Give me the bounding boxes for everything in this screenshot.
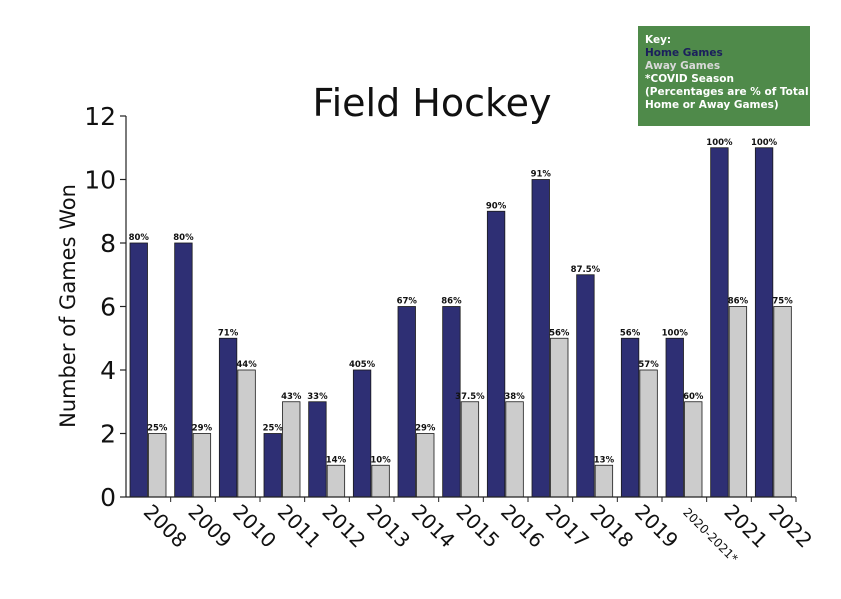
bar-home-games-2009: [174, 242, 193, 498]
bar-away-games-2020-2021-: [684, 401, 703, 498]
x-tick-label: 2012: [317, 500, 370, 553]
legend-key: Key: Home Games Away Games *COVID Season…: [638, 26, 810, 126]
x-tick-label: 2016: [496, 500, 549, 553]
x-axis: 2008200920102011201220132014201520162017…: [139, 497, 817, 566]
x-tick-label: 2017: [541, 500, 594, 553]
bar-home-games-2016: [486, 210, 506, 498]
bar-away-games-2011: [282, 401, 301, 498]
bar-away-games-2017: [550, 337, 569, 498]
y-tick-label: 2: [100, 420, 116, 449]
data-label-away-games: 25%: [147, 424, 168, 434]
bar-home-games-2008: [129, 242, 148, 498]
data-label-home-games: 67%: [397, 297, 418, 307]
data-label-home-games: 405%: [349, 360, 376, 370]
y-tick-label: 8: [100, 229, 116, 258]
bar-home-games-2015: [442, 306, 461, 498]
legend-covid-note: *COVID Season: [645, 73, 734, 85]
bar-home-games-2021: [710, 147, 729, 498]
legend-percentage-note-2: Home or Away Games): [645, 99, 779, 111]
data-label-home-games: 71%: [218, 328, 239, 338]
y-axis-label: Number of Games Won: [56, 184, 80, 428]
data-label-home-games: 100%: [706, 138, 733, 148]
y-tick-label: 0: [100, 483, 116, 512]
x-tick-label: 2009: [183, 500, 236, 553]
x-tick-label: 2010: [228, 500, 281, 553]
y-axis: 0 2 4 6 8 10 12: [84, 102, 126, 512]
data-label-away-games: 43%: [281, 392, 302, 402]
legend-home-games: Home Games: [645, 47, 723, 59]
data-label-home-games: 100%: [751, 138, 778, 148]
data-label-home-games: 86%: [441, 297, 462, 307]
data-label-away-games: 14%: [326, 455, 347, 465]
bar-away-games-2013: [371, 464, 390, 498]
data-label-away-games: 60%: [683, 392, 704, 402]
data-label-away-games: 10%: [370, 455, 391, 465]
x-tick-label: 2014: [407, 500, 460, 553]
y-tick-label: 4: [100, 356, 116, 385]
bar-home-games-2012: [308, 401, 327, 498]
bar-home-games-2013: [352, 369, 372, 498]
legend-percentage-note: (Percentages are % of Total: [645, 86, 809, 98]
bar-away-games-2018: [594, 464, 614, 498]
bar-away-games-2015: [460, 401, 480, 498]
bar-home-games-2010: [218, 337, 238, 498]
x-tick-label: 2015: [451, 500, 504, 553]
bar-away-games-2014: [416, 433, 435, 498]
data-label-away-games: 29%: [415, 424, 436, 434]
x-tick-label: 2022: [764, 500, 817, 553]
data-label-away-games: 29%: [192, 424, 213, 434]
bar-home-games-2019: [620, 337, 640, 498]
data-label-home-games: 100%: [662, 328, 689, 338]
x-tick-label: 2008: [139, 500, 192, 553]
bars: 80% 25% 80% 29% 71% 44% 25% 43% 33% 14% 405% 10% 67%…: [129, 138, 793, 498]
data-label-home-games: 80%: [129, 233, 150, 243]
bar-away-games-2008: [148, 433, 167, 498]
data-label-away-games: 37.5%: [455, 392, 485, 402]
x-tick-label: 2019: [630, 500, 683, 553]
data-label-home-games: 90%: [486, 201, 507, 211]
x-tick-label: 2018: [585, 500, 638, 553]
bar-home-games-2014: [397, 306, 416, 498]
legend-away-games: Away Games: [645, 60, 721, 72]
bar-away-games-2010: [237, 369, 256, 498]
x-tick-label: 2011: [273, 500, 326, 553]
data-label-away-games: 44%: [236, 360, 257, 370]
bar-home-games-2022: [754, 147, 774, 498]
axes: [125, 116, 796, 498]
data-label-away-games: 38%: [504, 392, 525, 402]
legend-title: Key:: [645, 34, 672, 46]
bar-home-games-2011: [263, 433, 282, 498]
y-tick-label: 6: [100, 293, 116, 322]
bar-away-games-2016: [505, 401, 524, 498]
data-label-away-games: 57%: [638, 360, 659, 370]
data-label-home-games: 33%: [307, 392, 328, 402]
bar-home-games-2020-2021-: [665, 337, 684, 498]
data-label-home-games: 56%: [620, 328, 641, 338]
data-label-away-games: 75%: [772, 297, 793, 307]
data-label-home-games: 25%: [263, 424, 284, 434]
bar-away-games-2019: [639, 369, 658, 498]
data-label-away-games: 56%: [549, 328, 570, 338]
bar-away-games-2021: [728, 306, 748, 498]
data-label-away-games: 86%: [728, 297, 749, 307]
bar-home-games-2017: [531, 179, 550, 498]
y-tick-label: 12: [84, 102, 116, 131]
bar-away-games-2009: [192, 433, 212, 498]
data-label-away-games: 13%: [594, 455, 615, 465]
data-label-home-games: 80%: [173, 233, 194, 243]
data-label-home-games: 87.5%: [571, 265, 601, 275]
x-tick-label: 2013: [362, 500, 415, 553]
data-label-home-games: 91%: [531, 170, 552, 180]
chart-title: Field Hockey: [312, 81, 551, 125]
bar-away-games-2022: [773, 306, 792, 498]
y-tick-label: 10: [84, 166, 116, 195]
bar-home-games-2018: [576, 274, 595, 498]
bar-away-games-2012: [326, 464, 346, 498]
